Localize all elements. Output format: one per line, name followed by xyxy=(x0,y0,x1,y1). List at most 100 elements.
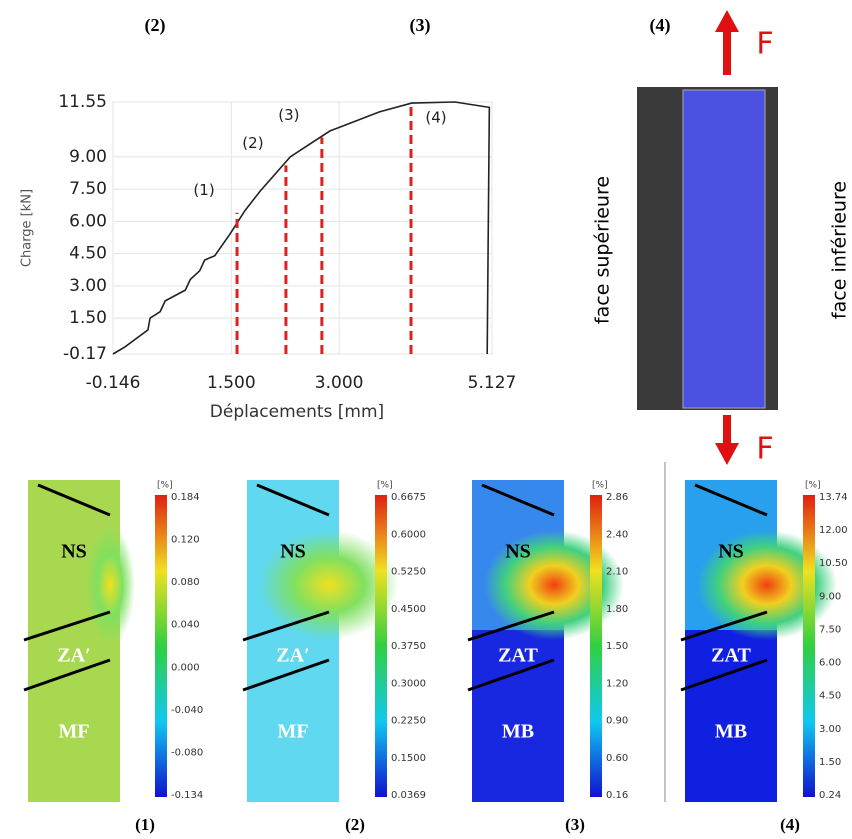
zone-label: MF xyxy=(58,721,89,743)
color-bar-tick: -0.080 xyxy=(171,747,203,758)
y-tick-label: 6.00 xyxy=(69,211,107,231)
x-tick-label: 1.500 xyxy=(207,373,256,393)
zone-boundary xyxy=(680,658,768,692)
y-tick-label: 3.00 xyxy=(69,276,107,296)
map-label: (3) xyxy=(565,815,585,834)
face-label: face inférieure xyxy=(829,181,851,319)
color-bar-tick: 1.50 xyxy=(819,757,841,768)
color-bar xyxy=(375,495,387,797)
color-bar-tick: 1.80 xyxy=(606,604,628,615)
color-bar-unit: [%] xyxy=(377,481,393,491)
color-bar-tick: 0.184 xyxy=(171,492,200,503)
force-label: F xyxy=(756,27,773,62)
force-arrows xyxy=(715,10,739,465)
color-bar-tick: 0.120 xyxy=(171,535,200,546)
y-axis-label: Charge [kN] xyxy=(20,189,35,267)
color-bar xyxy=(590,495,602,797)
force-label: F xyxy=(756,432,773,467)
hot-zone xyxy=(484,530,624,640)
color-bar-tick: 9.00 xyxy=(819,591,841,602)
zone-label: ZA′ xyxy=(57,645,90,667)
color-bar-tick: -0.040 xyxy=(171,705,203,716)
color-bar-unit: [%] xyxy=(805,481,821,491)
color-bar-tick: 2.40 xyxy=(606,529,628,540)
color-bar-tick: 0.90 xyxy=(606,716,628,727)
strain-field xyxy=(247,480,339,802)
zone-boundary xyxy=(23,658,111,692)
stage-title: (4) xyxy=(650,15,671,36)
zone-boundary xyxy=(23,610,111,642)
map-label: (1) xyxy=(135,815,155,834)
y-tick-label: 1.50 xyxy=(69,308,107,328)
zone-label: MB xyxy=(502,721,534,743)
y-tick-label: 7.50 xyxy=(69,179,107,199)
zone-boundary xyxy=(37,483,111,517)
color-bar-tick: 0.3000 xyxy=(391,678,426,689)
hot-zone xyxy=(259,530,399,640)
strain-map: NS ZAT MB [%]2.86 2.40 2.10 1.80 1.50 1.20 0.90 0.… xyxy=(467,480,628,834)
color-bar-tick: 13.74 xyxy=(819,492,848,503)
zone-label: ZA′ xyxy=(276,645,309,667)
color-bar-tick: 0.60 xyxy=(606,753,628,764)
color-bar-tick: 2.10 xyxy=(606,567,628,578)
y-tick-label: -0.17 xyxy=(63,344,107,364)
hot-zone xyxy=(697,530,837,640)
zone-label: ZAT xyxy=(498,645,538,667)
color-bar-unit: [%] xyxy=(592,481,608,491)
color-bar-tick: 0.24 xyxy=(819,790,841,801)
zone-label: NS xyxy=(61,541,87,563)
strain-map: NS ZA′ MF [%]0.6675 0.6000 0.5250 0.4500 0.3750… xyxy=(242,480,426,834)
specimen xyxy=(682,89,766,409)
stage-label: (4) xyxy=(425,109,446,127)
zone-boundary xyxy=(467,610,555,642)
stage-title: (3) xyxy=(410,15,431,36)
color-bar-tick: 1.50 xyxy=(606,641,628,652)
face-label: face supérieure xyxy=(592,176,614,324)
zone-boundary xyxy=(694,483,768,517)
color-bar-tick: -0.134 xyxy=(171,790,203,801)
x-tick-label: -0.146 xyxy=(86,373,141,393)
color-bar-tick: 3.00 xyxy=(819,724,841,735)
stage-label: (3) xyxy=(278,106,299,124)
color-bar-tick: 4.50 xyxy=(819,691,841,702)
color-bar-unit: [%] xyxy=(157,481,173,491)
color-bar-tick: 0.6000 xyxy=(391,529,426,540)
zone-label: ZAT xyxy=(711,645,751,667)
stage-title: (2) xyxy=(145,15,166,36)
map-label: (2) xyxy=(345,815,365,834)
load-curve xyxy=(112,101,491,355)
zone-boundary xyxy=(481,483,555,517)
color-bar-tick: 0.5250 xyxy=(391,567,426,578)
color-bar-tick: 10.50 xyxy=(819,558,848,569)
color-bar-tick: 0.16 xyxy=(606,790,628,801)
x-tick-label: 5.127 xyxy=(468,373,517,393)
color-bar-tick: 0.6675 xyxy=(391,492,426,503)
color-bar-tick: 1.20 xyxy=(606,678,628,689)
map-label: (4) xyxy=(780,815,800,834)
color-bar-tick: 0.3750 xyxy=(391,641,426,652)
color-bar-tick: 0.2250 xyxy=(391,716,426,727)
color-bar-tick: 2.86 xyxy=(606,492,628,503)
strain-map: NS ZA′ MF [%]0.184 0.120 0.080 0.040 0.000 -0.04… xyxy=(23,480,203,834)
plot-frame xyxy=(112,101,493,355)
color-bar-tick: 0.000 xyxy=(171,662,200,673)
y-tick-label: 4.50 xyxy=(69,244,107,264)
y-tick-label: 11.55 xyxy=(58,92,107,112)
color-bar-tick: 7.50 xyxy=(819,624,841,635)
zone-boundary xyxy=(467,658,555,692)
stage-label: (1) xyxy=(193,181,214,199)
zone-boundary xyxy=(680,610,768,642)
zone-label: NS xyxy=(280,541,306,563)
stage-label: (2) xyxy=(242,134,263,152)
color-bar-tick: 0.080 xyxy=(171,577,200,588)
zone-boundary xyxy=(242,658,330,692)
color-bar-tick: 6.00 xyxy=(819,658,841,669)
color-bar-tick: 0.0369 xyxy=(391,790,426,801)
zone-label: NS xyxy=(505,541,531,563)
color-bar xyxy=(803,495,815,797)
zone-boundary xyxy=(256,483,330,517)
zone-label: MB xyxy=(715,721,747,743)
hot-zone xyxy=(85,525,135,645)
zone-boundary xyxy=(242,610,330,642)
y-tick-label: 9.00 xyxy=(69,147,107,167)
